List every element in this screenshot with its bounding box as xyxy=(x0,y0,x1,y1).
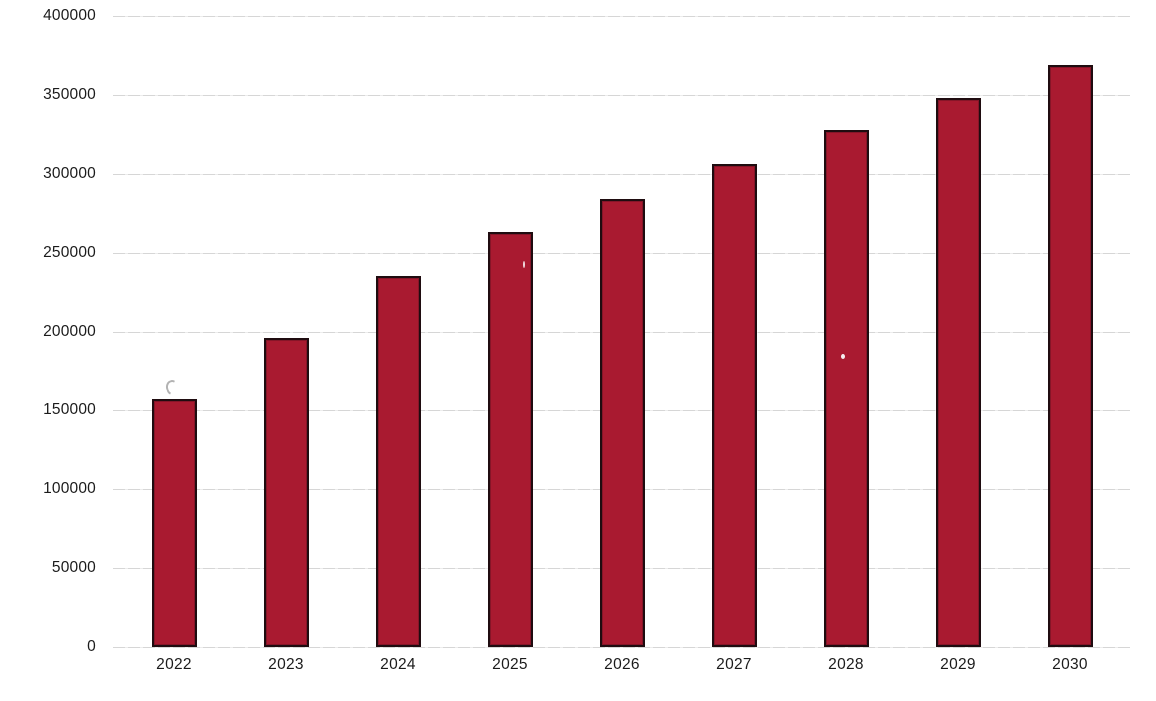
bar-2024 xyxy=(375,276,421,647)
bar-slot-2029 xyxy=(902,16,1014,647)
x-tick-label-2023: 2023 xyxy=(268,656,304,673)
plot-area xyxy=(118,16,1126,647)
bar-slot-2027 xyxy=(678,16,790,647)
bar-2030 xyxy=(1047,64,1093,647)
bar-slot-2030 xyxy=(1014,16,1126,647)
bar-2023 xyxy=(263,337,309,647)
bar-slot-2022 xyxy=(118,16,230,647)
bar-slot-2023 xyxy=(230,16,342,647)
x-tick-label-2025: 2025 xyxy=(492,656,528,673)
x-tick-2022: 2022 xyxy=(118,656,230,674)
y-axis-labels: 0 50000 100000 150000 200000 250000 300000 3500… xyxy=(0,7,96,655)
bar-slot-2024 xyxy=(342,16,454,647)
x-tick-label-2030: 2030 xyxy=(1052,656,1088,673)
gridline-300000 xyxy=(113,173,1130,175)
bar-2029 xyxy=(935,98,981,647)
bar-2027 xyxy=(711,164,757,647)
y-tick-label-50000: 50000 xyxy=(51,559,96,577)
x-axis-labels: 2022 2023 2024 2025 2026 2027 2028 2029 2030 xyxy=(118,656,1126,674)
x-tick-2030: 2030 xyxy=(1014,656,1126,674)
x-tick-label-2028: 2028 xyxy=(828,656,864,673)
x-tick-2025: 2025 xyxy=(454,656,566,674)
bar-2025 xyxy=(487,232,533,647)
y-tick-label-400000: 400000 xyxy=(43,7,96,24)
bar-slot-2025 xyxy=(454,16,566,647)
y-tick-label-300000: 300000 xyxy=(43,164,96,182)
x-tick-label-2029: 2029 xyxy=(940,656,976,673)
x-tick-label-2024: 2024 xyxy=(380,656,416,673)
bar-2022 xyxy=(151,399,197,647)
x-tick-label-2026: 2026 xyxy=(604,656,640,673)
y-tick-label-150000: 150000 xyxy=(43,401,96,419)
x-tick-2028: 2028 xyxy=(790,656,902,674)
y-tick-label-250000: 250000 xyxy=(43,243,96,261)
scan-fleck-artifact xyxy=(523,261,525,268)
x-tick-2024: 2024 xyxy=(342,656,454,674)
x-tick-label-2027: 2027 xyxy=(716,656,752,673)
scan-fleck-artifact xyxy=(841,354,845,359)
bar-2026 xyxy=(599,199,645,647)
gridline-400000 xyxy=(113,16,1130,17)
y-tick-label-100000: 100000 xyxy=(43,480,96,498)
x-tick-2027: 2027 xyxy=(678,656,790,674)
bar-2028 xyxy=(823,129,869,647)
x-tick-2026: 2026 xyxy=(566,656,678,674)
gridline-350000 xyxy=(113,94,1130,96)
bar-slot-2026 xyxy=(566,16,678,647)
x-tick-label-2022: 2022 xyxy=(156,656,192,673)
x-tick-2029: 2029 xyxy=(902,656,1014,674)
y-tick-label-0: 0 xyxy=(87,638,96,655)
gridline-0 xyxy=(113,647,1130,648)
x-tick-2023: 2023 xyxy=(230,656,342,674)
y-tick-label-350000: 350000 xyxy=(43,85,96,103)
y-tick-label-200000: 200000 xyxy=(43,322,96,340)
bar-slot-2028 xyxy=(790,16,902,647)
